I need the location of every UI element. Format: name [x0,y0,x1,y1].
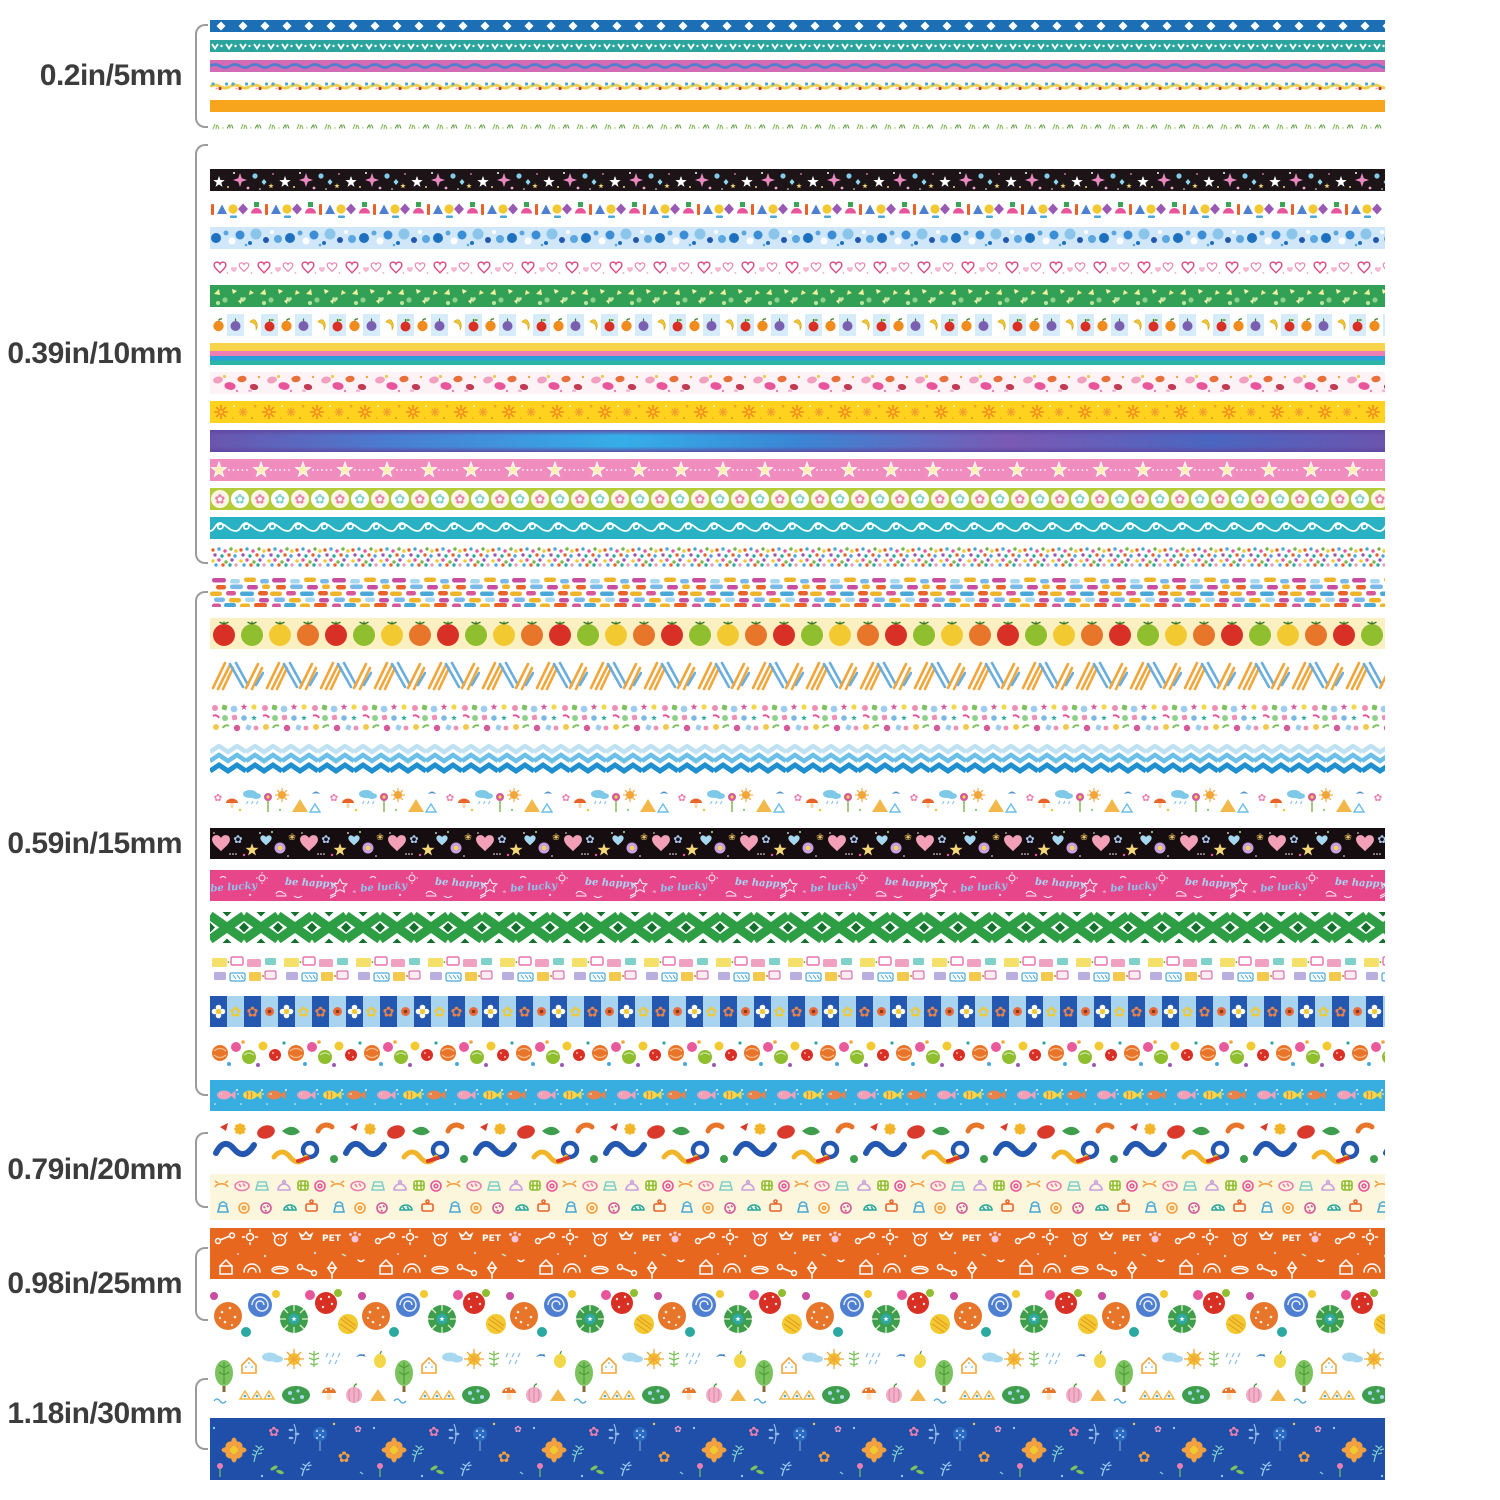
tape-strip-fruit-checker [210,314,1385,336]
tape-strip-pink-outline-hearts [210,256,1385,278]
group-bracket [195,1246,208,1321]
tape-strip-green-crisscross [210,912,1385,943]
tape-strip-blue-chevron-waves [210,744,1385,775]
group-bracket [195,24,208,128]
tape-strip-golden-bursts [210,401,1385,423]
tape-strip-spring-confetti [210,702,1385,733]
tape-strip-stack: ✿ ✿❀ be luckybe happy ✿✿ [210,576,1385,1111]
tape-strip-stack: ✿✿✿ [210,1347,1385,1480]
tape-strip-flower-checker-squares: ✿✿ [210,996,1385,1027]
group-bracket [195,591,208,1096]
size-label: 0.98in/25mm [7,1266,182,1300]
size-group-25mm: 0.98in/25mm PET [0,1228,1500,1339]
tape-strip-lime-flower-medallions: ✿✿ [210,488,1385,510]
tape-strip-stack: ✿✿ [210,140,1385,568]
tape-strip-rainbow-stripes [210,343,1385,365]
tape-strip-cream-wave-dots [210,80,1385,92]
tape-strip-holographic-gradient [210,430,1385,452]
tape-strip-navy-wildflowers: ✿✿✿ [210,1418,1385,1480]
tape-strip-stack: PET [210,1228,1385,1339]
size-label: 1.18in/30mm [7,1396,182,1430]
tape-strip-green-confetti [210,285,1385,307]
tape-strip-nature-landscape-doodles [210,1347,1385,1409]
tape-strip-black-kawaii-hearts: ✿❀ [210,828,1385,859]
group-bracket [195,1131,208,1208]
tape-strip-pink-be-lucky: be luckybe happy [210,870,1385,901]
tape-strip-stack [210,20,1385,132]
tape-strip-rainbow-geometric-shapes [210,198,1385,220]
group-label-area: 0.98in/25mm [0,1246,210,1321]
tape-strip-rainbow-crosshatch [210,140,1385,162]
group-label-area: 0.39in/10mm [0,144,210,564]
size-group-30mm: 1.18in/30mm ✿✿✿ [0,1347,1500,1480]
tape-strip-pink-blue-wave [210,60,1385,72]
group-label-area: 1.18in/30mm [0,1377,210,1450]
group-label-area: 0.59in/15mm [0,591,210,1096]
group-bracket [195,144,208,564]
size-group-15mm: 0.59in/15mm ✿ ✿❀ be luckybe happy ✿✿ [0,576,1500,1111]
size-label: 0.2in/5mm [39,59,183,92]
tape-strip-orange-pet-doodles: PET [210,1228,1385,1279]
tape-strip-teal-chevron-dots [210,40,1385,52]
tape-strip-rainbow-polka-dots [210,546,1385,568]
tape-strip-black-sparkle-stars [210,169,1385,191]
size-label: 0.59in/15mm [7,826,182,860]
tape-strip-teal-loop-doodle [210,517,1385,539]
tape-strip-candy-dashes [210,576,1385,607]
tape-strip-pink-orange-blobs [210,372,1385,394]
tape-strip-tomato-apples [210,618,1385,649]
tape-strip-pastel-collage [210,954,1385,985]
tape-strip-orange-blue-scribbles [210,660,1385,691]
size-group-5mm: 0.2in/5mm [0,20,1500,132]
tape-strip-pink-stars-dotted [210,459,1385,481]
tape-strip-solid-orange [210,100,1385,112]
tape-strip-meadow-doodles: ✿ [210,786,1385,817]
group-bracket [195,1377,208,1450]
group-label-area: 0.2in/5mm [0,24,210,128]
size-group-10mm: 0.39in/10mm ✿✿ [0,140,1500,568]
tape-strip-pompom-circles [210,1288,1385,1339]
tape-strip-food-doodles [210,1174,1385,1220]
tape-strip-blue-bubbles [210,227,1385,249]
tape-strip-crayon-balls [210,1038,1385,1069]
tape-strip-tropical-fish [210,1080,1385,1111]
tape-strip-matisse-shapes [210,1119,1385,1165]
group-label-area: 0.79in/20mm [0,1131,210,1208]
tape-strip-blue-white-diamonds [210,20,1385,32]
size-group-20mm: 0.79in/20mm [0,1119,1500,1220]
tape-strip-grass-sprigs [210,120,1385,132]
size-label: 0.79in/20mm [7,1152,182,1186]
size-label: 0.39in/10mm [7,337,182,370]
tape-strip-stack [210,1119,1385,1220]
